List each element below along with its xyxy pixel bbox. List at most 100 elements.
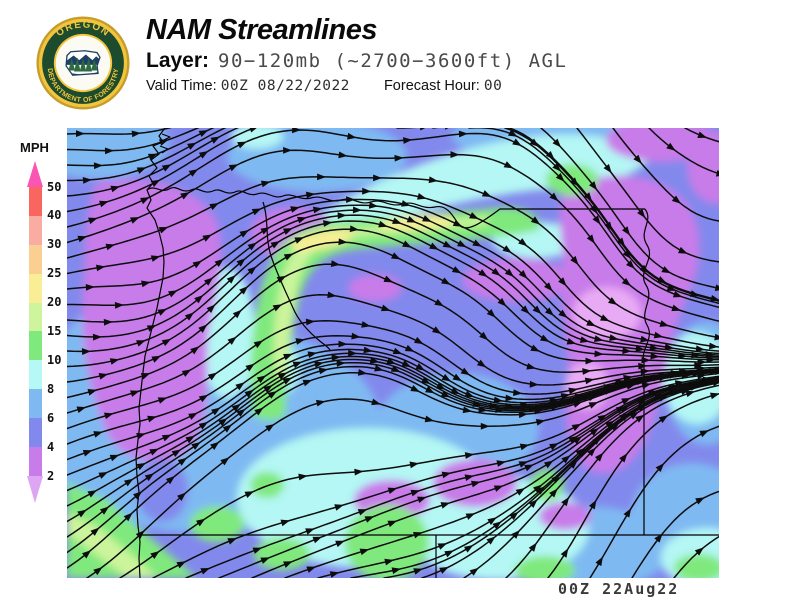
streamline bbox=[67, 294, 719, 414]
streamline-arrowhead bbox=[391, 252, 401, 260]
streamline-arrowhead bbox=[496, 460, 506, 467]
streamline-arrowhead bbox=[391, 567, 402, 575]
legend-segment bbox=[29, 389, 42, 419]
streamline bbox=[284, 379, 719, 578]
streamline-arrowhead bbox=[518, 238, 528, 247]
streamline bbox=[67, 128, 240, 197]
streamline-arrowhead bbox=[526, 362, 536, 370]
streamline-arrowhead bbox=[402, 240, 412, 248]
streamline-arrowhead bbox=[714, 333, 719, 341]
streamline-arrowhead bbox=[589, 428, 599, 437]
streamline-arrowhead bbox=[401, 200, 411, 207]
streamline-arrowhead bbox=[239, 230, 249, 238]
streamline-arrowhead bbox=[561, 455, 571, 464]
streamline-arrowhead bbox=[149, 448, 159, 456]
streamline-arrowhead bbox=[586, 319, 596, 327]
legend-tick-label: 4 bbox=[47, 439, 55, 454]
streamline-arrowhead bbox=[621, 277, 631, 287]
streamline-arrowhead bbox=[597, 414, 607, 423]
streamline-arrowhead bbox=[677, 246, 688, 254]
streamline-arrowhead bbox=[292, 128, 302, 134]
streamline-arrowhead bbox=[629, 411, 639, 420]
streamline bbox=[648, 128, 719, 175]
legend-unit-label: MPH bbox=[20, 140, 49, 155]
streamline-arrowhead bbox=[672, 290, 683, 298]
streamline-arrowhead bbox=[535, 419, 546, 426]
streamline-arrowhead bbox=[714, 284, 719, 291]
streamline-arrowhead bbox=[222, 424, 232, 433]
streamline-arrowhead bbox=[93, 567, 103, 576]
streamline-arrowhead bbox=[323, 220, 333, 227]
legend-segment bbox=[29, 418, 42, 448]
streamline-arrowhead bbox=[210, 441, 220, 451]
streamline-arrowhead bbox=[314, 361, 324, 368]
legend-tick-label: 50 bbox=[47, 179, 62, 194]
forecast-hour-label: Forecast Hour: bbox=[383, 78, 480, 95]
streamline-arrowhead bbox=[302, 379, 313, 387]
streamline-arrowhead bbox=[99, 506, 110, 515]
streamline-arrowhead bbox=[135, 530, 145, 539]
streamline-arrowhead bbox=[82, 177, 92, 184]
streamline-arrowhead bbox=[425, 386, 435, 394]
streamline-arrowhead bbox=[265, 424, 275, 432]
streamline-arrowhead bbox=[533, 484, 543, 493]
streamline-arrowhead bbox=[650, 352, 660, 360]
streamline-arrowhead bbox=[639, 264, 649, 274]
streamline-arrowhead bbox=[82, 450, 93, 457]
legend-arrow-above-max bbox=[27, 161, 43, 187]
streamline-arrowhead bbox=[392, 217, 402, 224]
streamline-arrowhead bbox=[536, 486, 546, 495]
streamline-arrowhead bbox=[247, 242, 257, 251]
streamline-arrowhead bbox=[92, 333, 102, 341]
streamline-arrowhead bbox=[552, 138, 562, 148]
streamline-arrowhead bbox=[566, 337, 577, 345]
legend-tick-label: 2 bbox=[47, 468, 55, 483]
layer-label: Layer: bbox=[146, 49, 210, 73]
streamline-arrowhead bbox=[572, 436, 583, 445]
streamline-arrowhead bbox=[592, 215, 601, 225]
streamline-arrowhead bbox=[295, 338, 305, 345]
streamline bbox=[540, 128, 719, 290]
streamline-arrowhead bbox=[131, 130, 141, 138]
streamline-arrowhead bbox=[110, 185, 120, 193]
legend-arrow-below-min bbox=[27, 475, 43, 503]
odf-logo: OREGON DEPARTMENT OF FORESTRY bbox=[36, 16, 130, 110]
streamline-arrowhead bbox=[103, 318, 113, 326]
streamline-arrowhead bbox=[464, 390, 475, 398]
wind-speed-legend: 50 40 30 25 20 15 10 8 6 4 2 bbox=[27, 161, 99, 503]
streamline-arrowhead bbox=[626, 383, 636, 390]
streamline-arrowhead bbox=[579, 336, 590, 343]
legend-bar bbox=[27, 161, 99, 503]
streamline-arrowhead bbox=[384, 558, 394, 566]
legend-segment bbox=[29, 215, 42, 245]
streamline-arrowhead bbox=[150, 551, 160, 560]
streamline-arrowhead bbox=[588, 499, 597, 510]
streamline-arrowhead bbox=[192, 260, 202, 269]
streamline-arrowhead bbox=[406, 215, 417, 223]
streamline-arrowhead bbox=[422, 215, 432, 222]
streamline-arrowhead bbox=[594, 452, 604, 462]
streamline-arrowhead bbox=[161, 338, 172, 347]
streamline-arrowhead bbox=[518, 270, 528, 279]
streamline-arrowhead bbox=[136, 340, 146, 347]
streamline-arrowhead bbox=[77, 235, 88, 243]
streamline-arrowhead bbox=[604, 221, 613, 231]
streamline-arrowhead bbox=[413, 568, 423, 575]
streamline-arrowhead bbox=[441, 373, 451, 382]
streamline-arrowhead bbox=[380, 304, 391, 312]
streamline-arrowhead bbox=[161, 434, 172, 442]
streamline-arrowhead bbox=[424, 415, 435, 423]
streamline-arrowhead bbox=[140, 373, 151, 380]
streamline-arrowhead bbox=[334, 504, 344, 511]
streamline-arrowhead bbox=[210, 136, 220, 144]
legend-segment bbox=[29, 244, 42, 274]
streamline-arrowhead bbox=[177, 457, 187, 466]
streamline-arrowhead bbox=[98, 472, 108, 479]
willamette-river bbox=[262, 201, 331, 351]
streamline-arrowhead bbox=[290, 206, 300, 213]
logo-mountains bbox=[66, 54, 100, 65]
streamline-arrowhead bbox=[420, 376, 431, 385]
streamline-arrowhead bbox=[387, 487, 398, 495]
streamline-arrowhead bbox=[226, 275, 236, 284]
streamline-arrowhead bbox=[157, 397, 168, 404]
